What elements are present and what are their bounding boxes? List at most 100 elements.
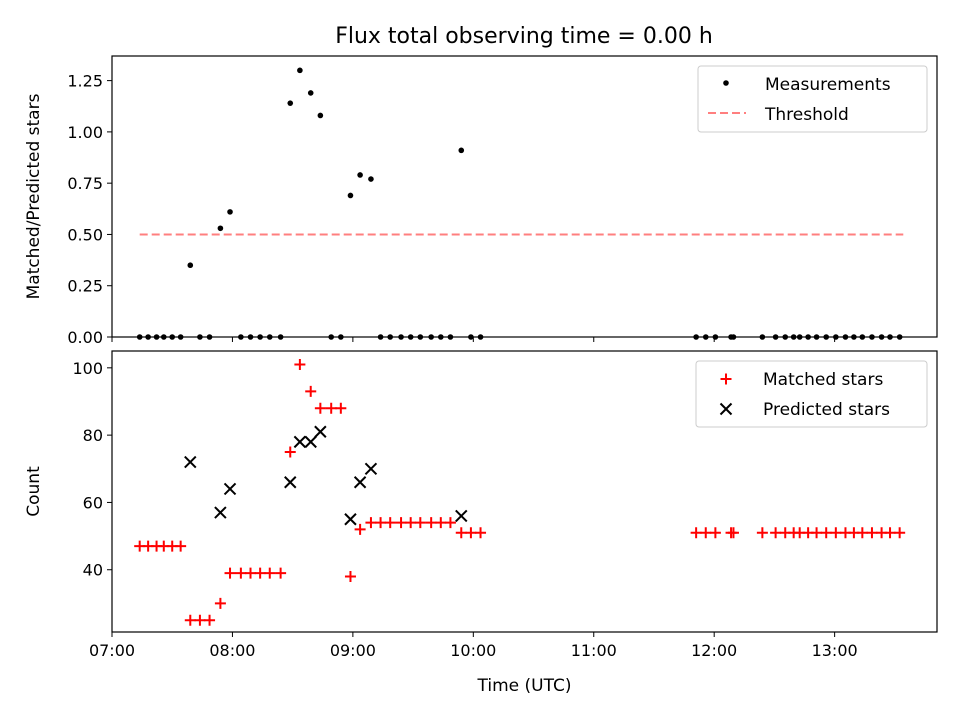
measurement-point — [287, 100, 294, 106]
y-tick-label: 60 — [83, 493, 103, 512]
matched-star-point — [756, 527, 768, 539]
matched-star-point — [365, 517, 377, 529]
y-tick-label: 100 — [72, 359, 103, 378]
measurement-point — [307, 90, 314, 96]
matched-star-point — [414, 517, 426, 529]
matched-star-point — [444, 517, 456, 529]
matched-star-point — [884, 527, 896, 539]
matched-star-point — [465, 527, 477, 539]
matched-star-point — [184, 614, 196, 626]
measurement-point — [227, 209, 233, 215]
matched-star-point — [254, 567, 266, 579]
matched-star-point — [425, 517, 437, 529]
matched-star-point — [325, 402, 337, 414]
matched-star-point — [866, 527, 878, 539]
plot-frame — [111, 55, 938, 338]
predicted-star-point — [293, 435, 307, 449]
matched-star-point — [264, 567, 276, 579]
matched-star-point — [700, 527, 712, 539]
matched-star-point — [354, 523, 366, 535]
x-tick-label: 10:00 — [450, 641, 496, 660]
matched-star-point — [770, 527, 782, 539]
matched-star-point — [275, 567, 287, 579]
matched-star-point — [375, 517, 387, 529]
matched-star-point — [245, 567, 257, 579]
x-axis-label: Time (UTC) — [477, 676, 572, 696]
x-tick-label: 07:00 — [89, 641, 135, 660]
matched-star-point — [224, 567, 236, 579]
x-tick-label: 09:00 — [330, 641, 376, 660]
predicted-star-point — [344, 513, 357, 526]
matched-star-point — [709, 527, 721, 539]
measurement-point — [217, 225, 224, 232]
matched-star-point — [820, 527, 832, 539]
measurement-point — [347, 192, 354, 199]
matched-star-point — [335, 402, 347, 414]
plot-frame — [111, 350, 938, 633]
matched-star-point — [690, 527, 702, 539]
x-tick-label: 12:00 — [691, 641, 737, 660]
predicted-star-point — [214, 506, 227, 519]
matched-star-point — [727, 527, 739, 539]
x-tick-label: 08:00 — [209, 641, 255, 660]
y-tick-label: 40 — [83, 561, 103, 580]
matched-star-point — [894, 527, 906, 539]
legend-box — [697, 65, 928, 133]
matched-star-point — [384, 517, 396, 529]
x-tick-label: 13:00 — [812, 641, 858, 660]
matched-star-point — [405, 517, 417, 529]
y-tick-label: 1.25 — [67, 72, 103, 91]
legend-label-threshold: Threshold — [764, 105, 849, 125]
matched-star-point — [305, 385, 317, 397]
predicted-star-point — [184, 455, 197, 469]
predicted-star-point — [304, 435, 317, 449]
y-tick-label: 0.25 — [67, 277, 103, 296]
measurement-point — [357, 172, 363, 178]
legend-label-matched: Matched stars — [763, 370, 883, 390]
predicted-star-point — [353, 476, 367, 489]
top-panel: 0.00 0.25 0.50 0.75 1.00 1.25 Matched/Predicte… — [24, 55, 938, 347]
y-tick-label: 0.50 — [67, 225, 103, 244]
y-tick-label: 0.75 — [67, 174, 103, 193]
matched-star-point — [194, 614, 206, 626]
y-axis-label: Matched/Predicted stars — [24, 93, 44, 299]
y-tick-label: 0.00 — [67, 328, 103, 347]
predicted-star-point — [455, 509, 468, 523]
matched-star-point — [455, 527, 467, 539]
measurement-point — [187, 262, 194, 269]
measurement-point — [458, 147, 465, 154]
matched-star-point — [811, 527, 823, 539]
measurement-point — [317, 112, 324, 119]
measurement-point — [297, 67, 303, 74]
measurement-point — [368, 176, 374, 182]
matched-star-point — [314, 402, 326, 414]
legend-label-measurements: Measurements — [765, 75, 891, 95]
matched-star-point — [830, 527, 842, 539]
matched-star-point — [395, 517, 407, 529]
matched-star-point — [175, 540, 187, 552]
matched-star-point — [294, 358, 306, 370]
matched-star-point — [435, 517, 447, 529]
legend-marker-matched — [720, 373, 732, 385]
matched-star-point — [344, 570, 356, 582]
predicted-star-point — [223, 482, 237, 496]
y-axis-label: Count — [24, 466, 44, 517]
predicted-star-point — [314, 425, 327, 438]
predicted-star-point — [284, 476, 297, 489]
legend-label-predicted: Predicted stars — [763, 400, 890, 420]
y-tick-label: 1.00 — [67, 123, 103, 142]
figure-title: Flux total observing time = 0.00 h — [335, 24, 713, 49]
matched-star-point — [284, 446, 296, 458]
bottom-panel: 40 60 80 100 07:00 08:00 09:00 10:00 11:00 12:00 1… — [24, 350, 938, 696]
matched-star-point — [856, 527, 868, 539]
legend-marker-predicted — [719, 402, 733, 416]
legend-marker-measurements — [723, 80, 729, 86]
matched-star-point — [475, 527, 487, 539]
matched-star-point — [204, 614, 216, 626]
legend-box — [695, 360, 928, 428]
x-tick-label: 11:00 — [571, 641, 617, 660]
matched-star-point — [235, 567, 247, 579]
matched-star-point — [214, 597, 226, 609]
y-tick-label: 80 — [83, 426, 103, 445]
